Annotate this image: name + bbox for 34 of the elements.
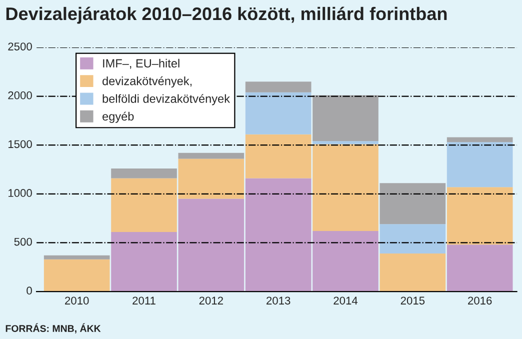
y-tick-label: 0 xyxy=(26,286,32,295)
bar xyxy=(111,168,177,178)
x-tick-label: 2013 xyxy=(266,296,290,305)
bar xyxy=(446,187,513,245)
x-tick-label: 2014 xyxy=(334,296,358,305)
bar xyxy=(446,137,513,142)
bar xyxy=(178,152,244,159)
bar xyxy=(380,183,446,224)
bar xyxy=(245,82,312,92)
bar xyxy=(380,253,446,292)
bar xyxy=(312,95,378,142)
bar xyxy=(44,255,110,260)
y-tick-label: 2500 xyxy=(8,42,32,50)
x-tick-label: 2016 xyxy=(468,296,492,305)
y-tick-label: 1500 xyxy=(8,140,32,148)
x-tick-label: 2015 xyxy=(400,296,425,305)
bar xyxy=(446,142,513,188)
x-tick-label: 2011 xyxy=(132,296,156,305)
chart-title: Devizalejáratok 2010–2016 között, milliárd forintban xyxy=(6,6,447,24)
text: FORRÁS: MNB, ÁKK xyxy=(6,323,101,334)
bar xyxy=(380,224,446,254)
y-tick-label: 2000 xyxy=(8,91,32,100)
x-tick-label: 2012 xyxy=(199,296,223,305)
bar xyxy=(312,141,378,144)
legend-label: IMF–, EU–hitel xyxy=(103,58,180,69)
legend-label: egyéb xyxy=(102,112,134,123)
legend-label: belföldi devizakötvények xyxy=(102,94,230,106)
bar xyxy=(245,92,312,134)
y-tick-label: 500 xyxy=(14,238,32,246)
x-tick-label: 2010 xyxy=(65,296,89,305)
bar xyxy=(44,259,110,292)
bar xyxy=(446,244,513,292)
y-tick-label: 1000 xyxy=(8,189,32,197)
legend-label: devizakötvények, xyxy=(102,76,192,88)
